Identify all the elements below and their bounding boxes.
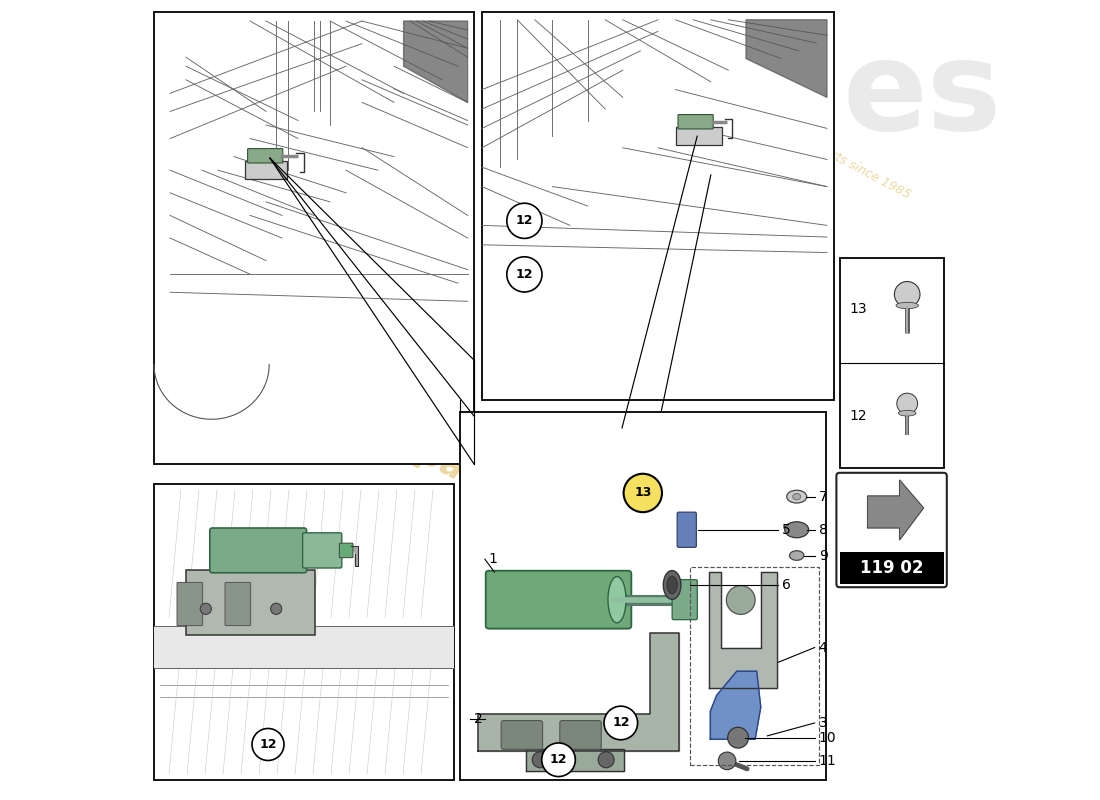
Text: 4: 4 — [818, 641, 827, 654]
FancyBboxPatch shape — [340, 543, 353, 558]
Ellipse shape — [899, 410, 916, 416]
Text: 8: 8 — [818, 522, 827, 537]
Circle shape — [726, 586, 756, 614]
Text: 6: 6 — [782, 578, 791, 592]
Text: a passion for parts since 1985: a passion for parts since 1985 — [739, 102, 912, 202]
Text: 12: 12 — [849, 409, 867, 422]
FancyBboxPatch shape — [502, 721, 542, 750]
FancyBboxPatch shape — [210, 528, 307, 573]
Circle shape — [507, 203, 542, 238]
Text: 7: 7 — [818, 490, 827, 504]
FancyBboxPatch shape — [482, 12, 834, 400]
Text: 12: 12 — [516, 214, 534, 227]
FancyBboxPatch shape — [678, 512, 696, 547]
FancyBboxPatch shape — [245, 162, 287, 179]
Polygon shape — [477, 633, 680, 750]
Ellipse shape — [786, 490, 806, 503]
Ellipse shape — [608, 577, 626, 623]
Text: a passion for parts since 1985: a passion for parts since 1985 — [186, 320, 706, 608]
Text: 12: 12 — [516, 268, 534, 281]
Polygon shape — [526, 749, 625, 771]
Ellipse shape — [784, 522, 808, 538]
Text: 5: 5 — [782, 522, 791, 537]
FancyBboxPatch shape — [154, 484, 454, 780]
Circle shape — [200, 603, 211, 614]
FancyBboxPatch shape — [226, 582, 251, 626]
Circle shape — [252, 729, 284, 761]
FancyBboxPatch shape — [460, 412, 826, 780]
Text: 11: 11 — [818, 754, 836, 768]
Polygon shape — [868, 480, 924, 540]
Circle shape — [598, 752, 614, 768]
Polygon shape — [746, 20, 827, 98]
Text: 12: 12 — [612, 717, 629, 730]
Circle shape — [728, 727, 748, 748]
Text: 9: 9 — [818, 549, 827, 562]
Polygon shape — [708, 572, 777, 688]
FancyBboxPatch shape — [154, 12, 474, 464]
FancyBboxPatch shape — [560, 721, 602, 750]
Text: 10: 10 — [818, 730, 836, 745]
Polygon shape — [711, 671, 761, 739]
FancyBboxPatch shape — [676, 127, 722, 145]
Ellipse shape — [790, 550, 804, 560]
FancyBboxPatch shape — [186, 570, 316, 635]
Text: 3: 3 — [818, 716, 827, 730]
FancyBboxPatch shape — [672, 580, 697, 620]
Ellipse shape — [793, 494, 801, 500]
Circle shape — [541, 743, 575, 777]
Text: 13: 13 — [634, 486, 651, 499]
FancyBboxPatch shape — [836, 473, 947, 587]
Ellipse shape — [667, 576, 678, 594]
Circle shape — [718, 752, 736, 770]
Polygon shape — [351, 546, 358, 566]
FancyBboxPatch shape — [302, 533, 342, 568]
Text: 12: 12 — [550, 754, 568, 766]
Ellipse shape — [896, 302, 918, 309]
FancyBboxPatch shape — [678, 114, 713, 129]
Text: es: es — [843, 35, 1002, 157]
Ellipse shape — [663, 570, 681, 599]
FancyBboxPatch shape — [177, 582, 202, 626]
FancyBboxPatch shape — [839, 552, 944, 584]
Text: 119 02: 119 02 — [860, 558, 923, 577]
Circle shape — [532, 752, 548, 768]
Circle shape — [894, 282, 920, 307]
Text: 13: 13 — [849, 302, 867, 316]
Circle shape — [271, 603, 282, 614]
Text: 2: 2 — [474, 712, 483, 726]
Text: 12: 12 — [260, 738, 277, 751]
Circle shape — [507, 257, 542, 292]
Circle shape — [896, 394, 917, 414]
Polygon shape — [154, 626, 454, 667]
Polygon shape — [404, 21, 468, 102]
FancyBboxPatch shape — [839, 258, 944, 468]
Circle shape — [624, 474, 662, 512]
Circle shape — [604, 706, 638, 740]
FancyBboxPatch shape — [248, 149, 283, 163]
Text: 1: 1 — [488, 552, 498, 566]
FancyBboxPatch shape — [486, 570, 631, 629]
